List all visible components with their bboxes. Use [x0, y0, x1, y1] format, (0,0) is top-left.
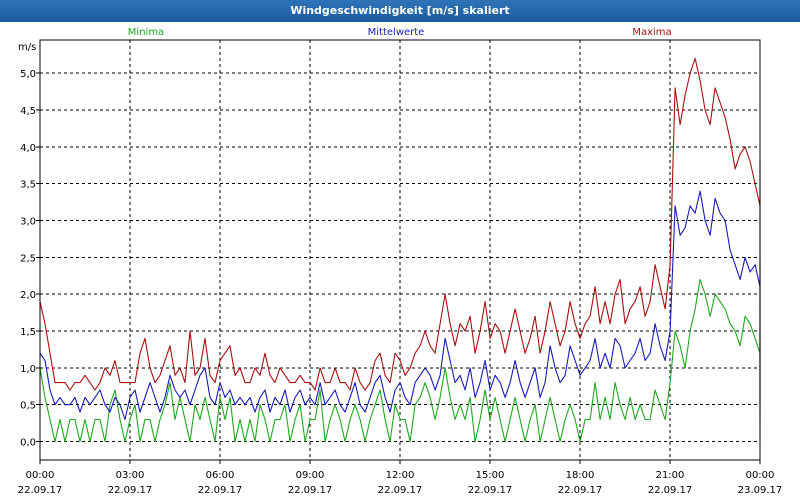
y-tick-label: 0,0: [20, 438, 36, 449]
y-axis-label: m/s: [18, 42, 36, 53]
chart-title: Windgeschwindigkeit [m/s] skaliert: [0, 0, 800, 22]
x-tick-date-label: 22.09.17: [108, 485, 153, 496]
x-tick-date-label: 22.09.17: [648, 485, 693, 496]
x-tick-time-label: 12:00: [386, 470, 415, 481]
y-tick-label: 2,5: [20, 253, 36, 264]
y-tick-label: 0,5: [20, 401, 36, 412]
y-tick-label: 3,5: [20, 180, 36, 191]
x-tick-date-label: 23.09.17: [738, 485, 783, 496]
y-tick-label: 1,5: [20, 327, 36, 338]
legend-entry-mittelwerte: Mittelwerte: [368, 27, 425, 38]
x-tick-date-label: 22.09.17: [288, 485, 333, 496]
x-tick-time-label: 00:00: [746, 470, 775, 481]
x-tick-time-label: 18:00: [566, 470, 595, 481]
y-tick-label: 4,0: [20, 143, 36, 154]
x-tick-time-label: 00:00: [26, 470, 55, 481]
y-tick-label: 5,0: [20, 69, 36, 80]
legend-entry-maxima: Maxima: [632, 27, 671, 38]
x-tick-time-label: 06:00: [206, 470, 235, 481]
x-tick-time-label: 15:00: [476, 470, 505, 481]
y-tick-label: 1,0: [20, 364, 36, 375]
x-tick-time-label: 03:00: [116, 470, 145, 481]
x-tick-date-label: 22.09.17: [378, 485, 423, 496]
x-tick-date-label: 22.09.17: [198, 485, 243, 496]
x-tick-date-label: 22.09.17: [18, 485, 63, 496]
x-tick-time-label: 09:00: [296, 470, 325, 481]
y-tick-label: 3,0: [20, 217, 36, 228]
x-tick-time-label: 21:00: [656, 470, 685, 481]
x-tick-date-label: 22.09.17: [558, 485, 603, 496]
x-tick-date-label: 22.09.17: [468, 485, 513, 496]
y-tick-label: 4,5: [20, 106, 36, 117]
legend-entry-minima: Minima: [128, 27, 164, 38]
y-tick-label: 2,0: [20, 290, 36, 301]
